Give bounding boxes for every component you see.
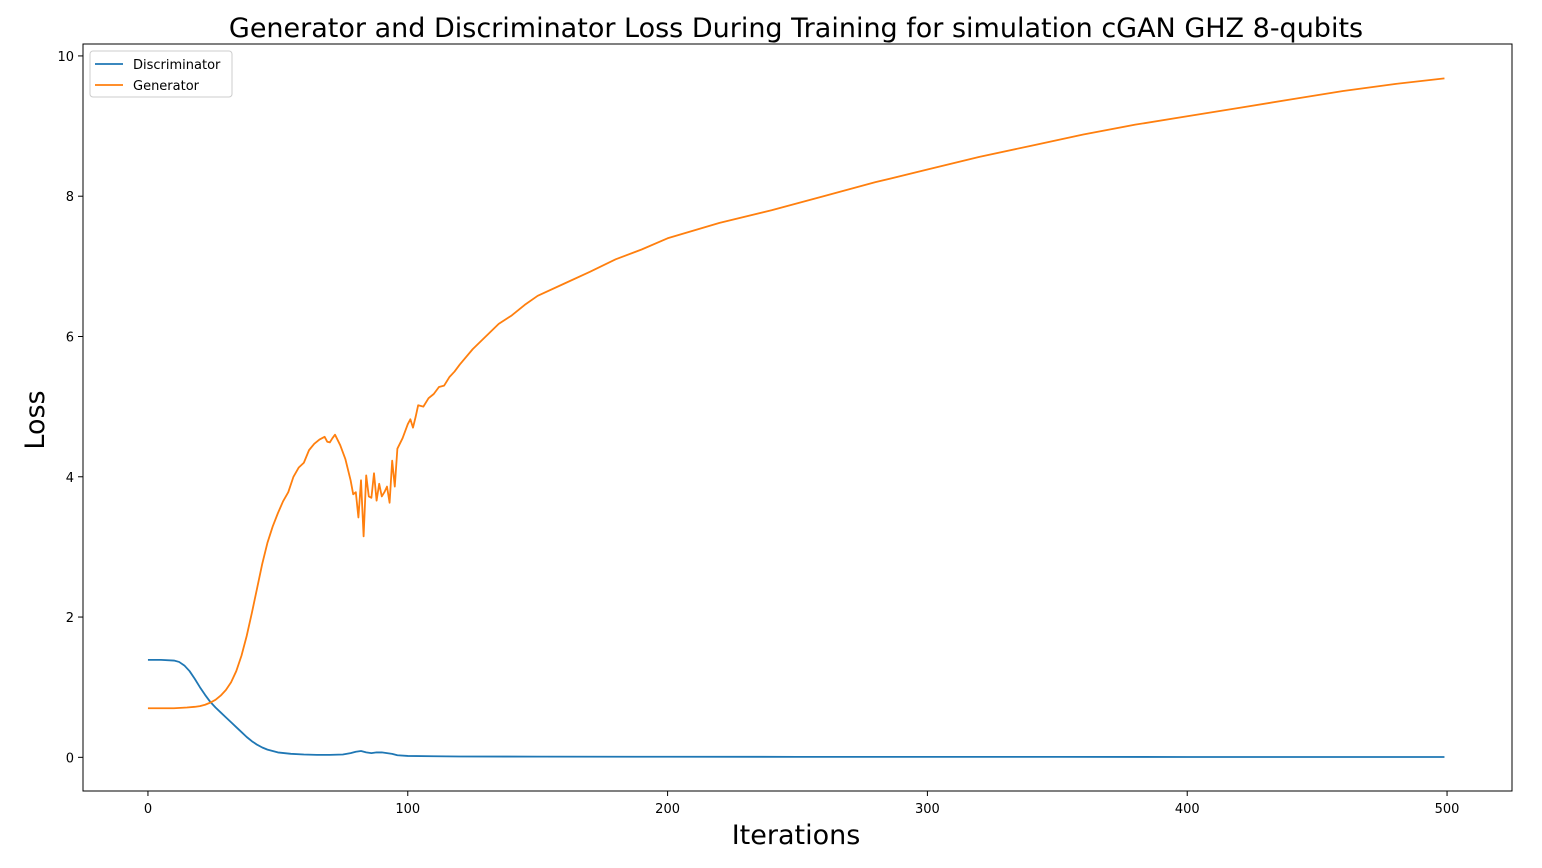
chart-title: Generator and Discriminator Loss During …	[229, 13, 1363, 44]
axes: 0 100 200 300 400 500 0 2 4 6 8 10	[57, 50, 1459, 817]
generator-loss-line	[147, 77, 1445, 710]
y-tick-label: 2	[66, 611, 74, 626]
y-tick-label: 8	[66, 190, 74, 205]
x-tick-label: 500	[1435, 802, 1460, 817]
y-tick-label: 0	[66, 751, 74, 766]
x-tick-label: 200	[655, 802, 680, 817]
y-axis-label: Loss	[20, 390, 51, 449]
legend-label-discriminator: Discriminator	[133, 58, 221, 73]
y-tick-label: 10	[57, 50, 74, 65]
discriminator-loss-line	[147, 658, 1445, 758]
x-tick-label: 100	[395, 802, 420, 817]
plot-area	[147, 77, 1445, 758]
plot-frame	[82, 43, 1513, 792]
x-tick-label: 0	[144, 802, 152, 817]
legend: Discriminator Generator	[89, 50, 233, 98]
y-tick-label: 4	[66, 471, 74, 486]
x-tick-label: 400	[1175, 802, 1200, 817]
x-tick-label: 300	[915, 802, 940, 817]
y-tick-label: 6	[66, 330, 74, 345]
legend-label-generator: Generator	[133, 79, 200, 94]
x-axis-label: Iterations	[732, 820, 861, 851]
legend-box	[89, 50, 233, 98]
